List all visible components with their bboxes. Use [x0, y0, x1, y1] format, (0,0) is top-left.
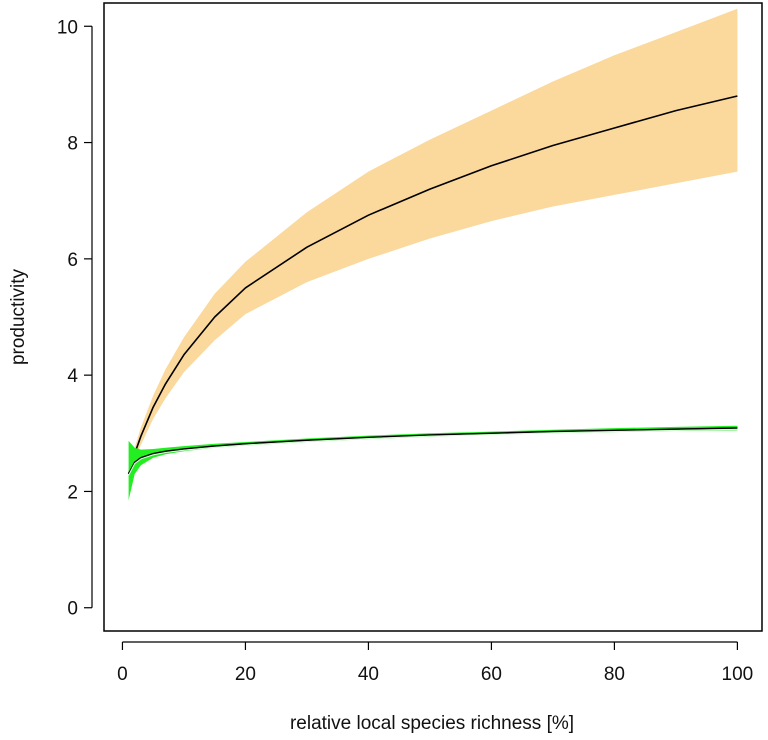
y-tick-label-4: 4 [67, 366, 78, 387]
y-tick-label-0: 0 [67, 599, 78, 620]
y-axis: 0 2 4 6 8 10 [57, 17, 93, 620]
plot-frame [103, 2, 763, 632]
x-tick-label-100: 100 [722, 664, 754, 685]
series-1 [127, 425, 738, 501]
y-tick-label-2: 2 [67, 482, 78, 503]
x-tick-label-80: 80 [604, 664, 625, 685]
series-1-band [128, 425, 738, 501]
x-tick-label-60: 60 [481, 664, 502, 685]
series-layer [127, 8, 738, 501]
series-1-line [127, 427, 738, 475]
y-axis-title: productivity [8, 268, 29, 365]
series-0 [127, 8, 738, 477]
series-0-band [128, 8, 738, 477]
series-0-line [127, 95, 738, 475]
x-axis: 0 20 40 60 80 100 [117, 641, 754, 685]
x-axis-title: relative local species richness [%] [290, 713, 574, 734]
y-tick-label-6: 6 [67, 250, 78, 271]
x-tick-label-40: 40 [358, 664, 379, 685]
series-1-mean-line [128, 428, 738, 476]
x-tick-label-0: 0 [117, 664, 128, 685]
x-tick-label-20: 20 [235, 664, 256, 685]
y-tick-label-8: 8 [67, 134, 78, 155]
y-tick-label-10: 10 [57, 17, 78, 38]
